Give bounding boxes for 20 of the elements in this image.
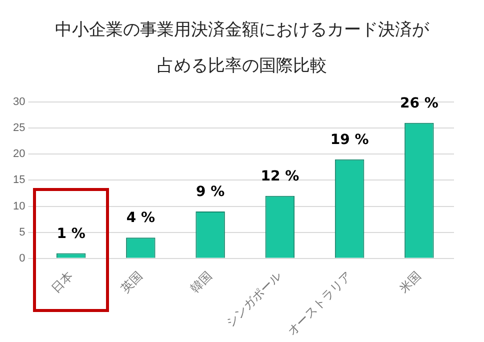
x-tick-label: 米国: [396, 268, 424, 296]
y-tick-label: 10: [12, 200, 26, 212]
x-tick-label: 日本: [48, 268, 76, 296]
data-label: 26 %: [400, 95, 438, 112]
y-tick-label: 5: [19, 226, 26, 238]
data-label: 9 %: [196, 184, 225, 200]
y-tick-label: 15: [12, 174, 26, 186]
x-tick-label: 英国: [118, 268, 146, 296]
x-tick-label: 韓国: [188, 268, 215, 296]
data-label: 4 %: [126, 210, 156, 226]
y-tick-label: 30: [12, 96, 26, 108]
data-label: 1 %: [56, 226, 86, 242]
y-tick-label: 0: [19, 252, 26, 264]
chart-title: 中小企業の事業用決済金額におけるカード決済が占める比率の国際比較: [54, 19, 430, 78]
data-label: 19 %: [330, 132, 369, 148]
x-tick-label: シンガポール: [223, 268, 284, 330]
y-tick-label: 20: [12, 148, 26, 160]
data-label: 12 %: [260, 168, 300, 184]
x-tick-label: オーストラリア: [284, 268, 354, 338]
y-tick-label: 25: [12, 122, 26, 134]
